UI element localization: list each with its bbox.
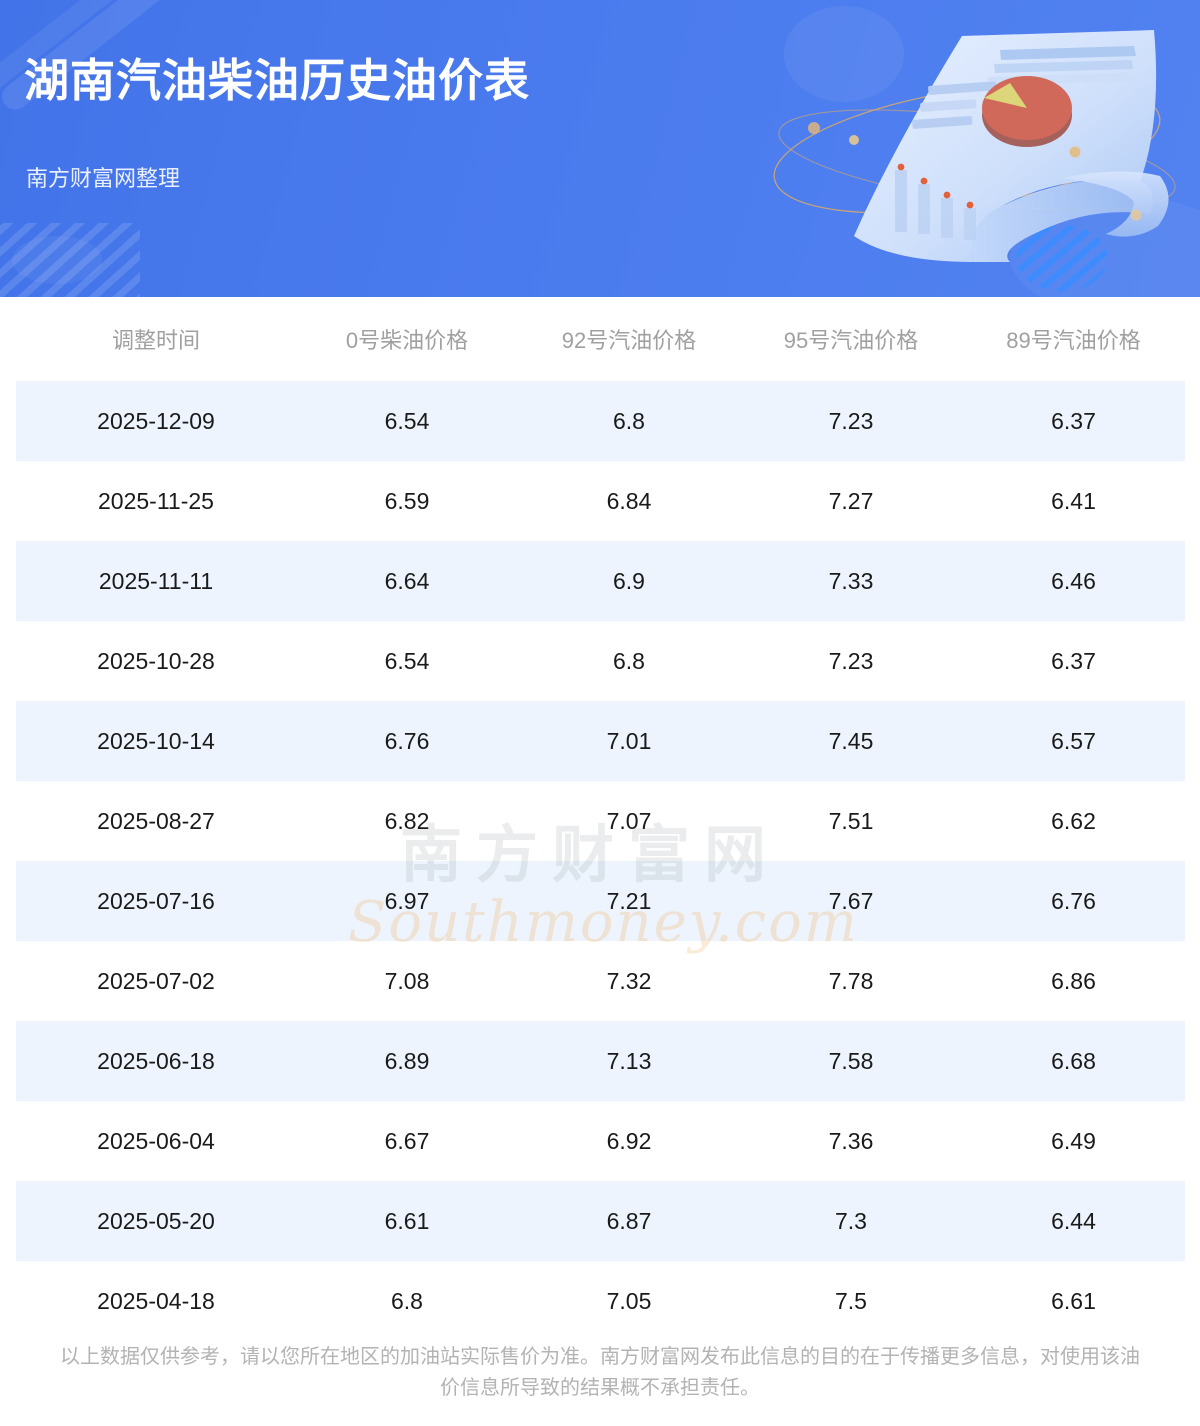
cell-petrol-92: 6.92	[518, 1101, 740, 1181]
table-row: 2025-06-18 6.89 7.13 7.58 6.68	[16, 1021, 1185, 1101]
table-row: 2025-12-09 6.54 6.8 7.23 6.37	[16, 381, 1185, 461]
table-row: 2025-08-27 6.82 7.07 7.51 6.62	[16, 781, 1185, 861]
cell-petrol-95: 7.51	[740, 781, 962, 861]
cell-petrol-95: 7.78	[740, 941, 962, 1021]
cell-petrol-89: 6.62	[962, 781, 1185, 861]
banner-blob-decor-1	[784, 6, 904, 102]
cell-petrol-92: 6.8	[518, 621, 740, 701]
cell-diesel-0: 6.76	[296, 701, 518, 781]
disclaimer-line-1: 以上数据仅供参考，请以您所在地区的加油站实际售价为准。南方财富网发布此信息的目的…	[60, 1346, 1140, 1368]
cell-petrol-92: 6.9	[518, 541, 740, 621]
cell-petrol-89: 6.61	[962, 1261, 1185, 1341]
cell-date: 2025-11-11	[16, 541, 296, 621]
cell-date: 2025-07-16	[16, 861, 296, 941]
banner-blob-decor-3	[12, 236, 102, 284]
table-row: 2025-10-14 6.76 7.01 7.45 6.57	[16, 701, 1185, 781]
cell-date: 2025-08-27	[16, 781, 296, 861]
cell-petrol-89: 6.37	[962, 621, 1185, 701]
cell-diesel-0: 6.97	[296, 861, 518, 941]
cell-date: 2025-06-18	[16, 1021, 296, 1101]
page-title: 湖南汽油柴油历史油价表	[24, 55, 531, 106]
page-banner: 湖南汽油柴油历史油价表 南方财富网整理	[0, 0, 1200, 297]
cell-diesel-0: 6.54	[296, 381, 518, 461]
cell-date: 2025-05-20	[16, 1181, 296, 1261]
cell-petrol-92: 6.8	[518, 381, 740, 461]
cell-diesel-0: 7.08	[296, 941, 518, 1021]
price-table-wrapper: 调整时间 0号柴油价格 92号汽油价格 95号汽油价格 89号汽油价格 2025…	[0, 297, 1200, 1341]
cell-petrol-89: 6.46	[962, 541, 1185, 621]
cell-petrol-92: 7.13	[518, 1021, 740, 1101]
cell-petrol-95: 7.23	[740, 621, 962, 701]
cell-petrol-92: 7.05	[518, 1261, 740, 1341]
table-row: 2025-06-04 6.67 6.92 7.36 6.49	[16, 1101, 1185, 1181]
cell-diesel-0: 6.89	[296, 1021, 518, 1101]
cell-date: 2025-06-04	[16, 1101, 296, 1181]
cell-diesel-0: 6.59	[296, 461, 518, 541]
cell-petrol-89: 6.37	[962, 381, 1185, 461]
table-header: 调整时间 0号柴油价格 92号汽油价格 95号汽油价格 89号汽油价格	[16, 297, 1185, 381]
table-row: 2025-11-11 6.64 6.9 7.33 6.46	[16, 541, 1185, 621]
table-body: 2025-12-09 6.54 6.8 7.23 6.37 2025-11-25…	[16, 381, 1185, 1341]
cell-date: 2025-10-28	[16, 621, 296, 701]
cell-petrol-89: 6.44	[962, 1181, 1185, 1261]
disclaimer-line-2: 价信息所导致的结果概不承担责任。	[440, 1377, 760, 1399]
table-row: 2025-07-16 6.97 7.21 7.67 6.76	[16, 861, 1185, 941]
cell-petrol-92: 7.07	[518, 781, 740, 861]
cell-petrol-89: 6.49	[962, 1101, 1185, 1181]
cell-petrol-95: 7.27	[740, 461, 962, 541]
col-header-diesel-0: 0号柴油价格	[296, 297, 518, 381]
cell-petrol-89: 6.86	[962, 941, 1185, 1021]
col-header-petrol-89: 89号汽油价格	[962, 297, 1185, 381]
document-chart-illustration	[773, 30, 1176, 262]
col-header-petrol-95: 95号汽油价格	[740, 297, 962, 381]
cell-petrol-95: 7.3	[740, 1181, 962, 1261]
cell-diesel-0: 6.61	[296, 1181, 518, 1261]
cell-diesel-0: 6.82	[296, 781, 518, 861]
cell-petrol-89: 6.76	[962, 861, 1185, 941]
table-row: 2025-07-02 7.08 7.32 7.78 6.86	[16, 941, 1185, 1021]
cell-diesel-0: 6.54	[296, 621, 518, 701]
cell-date: 2025-12-09	[16, 381, 296, 461]
page-subtitle: 南方财富网整理	[26, 166, 181, 191]
cell-petrol-92: 7.01	[518, 701, 740, 781]
cell-petrol-95: 7.5	[740, 1261, 962, 1341]
cell-date: 2025-07-02	[16, 941, 296, 1021]
table-header-row: 调整时间 0号柴油价格 92号汽油价格 95号汽油价格 89号汽油价格	[16, 297, 1185, 381]
table-row: 2025-05-20 6.61 6.87 7.3 6.44	[16, 1181, 1185, 1261]
fuel-price-table: 调整时间 0号柴油价格 92号汽油价格 95号汽油价格 89号汽油价格 2025…	[16, 297, 1185, 1341]
cell-date: 2025-04-18	[16, 1261, 296, 1341]
table-row: 2025-10-28 6.54 6.8 7.23 6.37	[16, 621, 1185, 701]
cell-petrol-95: 7.58	[740, 1021, 962, 1101]
cell-petrol-95: 7.33	[740, 541, 962, 621]
cell-diesel-0: 6.64	[296, 541, 518, 621]
cell-petrol-92: 6.87	[518, 1181, 740, 1261]
cell-petrol-89: 6.41	[962, 461, 1185, 541]
cell-petrol-95: 7.45	[740, 701, 962, 781]
table-row: 2025-04-18 6.8 7.05 7.5 6.61	[16, 1261, 1185, 1341]
col-header-petrol-92: 92号汽油价格	[518, 297, 740, 381]
cell-petrol-92: 6.84	[518, 461, 740, 541]
cell-petrol-89: 6.57	[962, 701, 1185, 781]
cell-petrol-95: 7.67	[740, 861, 962, 941]
col-header-date: 调整时间	[16, 297, 296, 381]
cell-date: 2025-10-14	[16, 701, 296, 781]
cell-petrol-92: 7.32	[518, 941, 740, 1021]
cell-petrol-95: 7.23	[740, 381, 962, 461]
cell-petrol-95: 7.36	[740, 1101, 962, 1181]
cell-diesel-0: 6.8	[296, 1261, 518, 1341]
disclaimer-footer: 以上数据仅供参考，请以您所在地区的加油站实际售价为准。南方财富网发布此信息的目的…	[0, 1342, 1200, 1404]
table-row: 2025-11-25 6.59 6.84 7.27 6.41	[16, 461, 1185, 541]
cell-diesel-0: 6.67	[296, 1101, 518, 1181]
cell-petrol-92: 7.21	[518, 861, 740, 941]
cell-petrol-89: 6.68	[962, 1021, 1185, 1101]
cell-date: 2025-11-25	[16, 461, 296, 541]
